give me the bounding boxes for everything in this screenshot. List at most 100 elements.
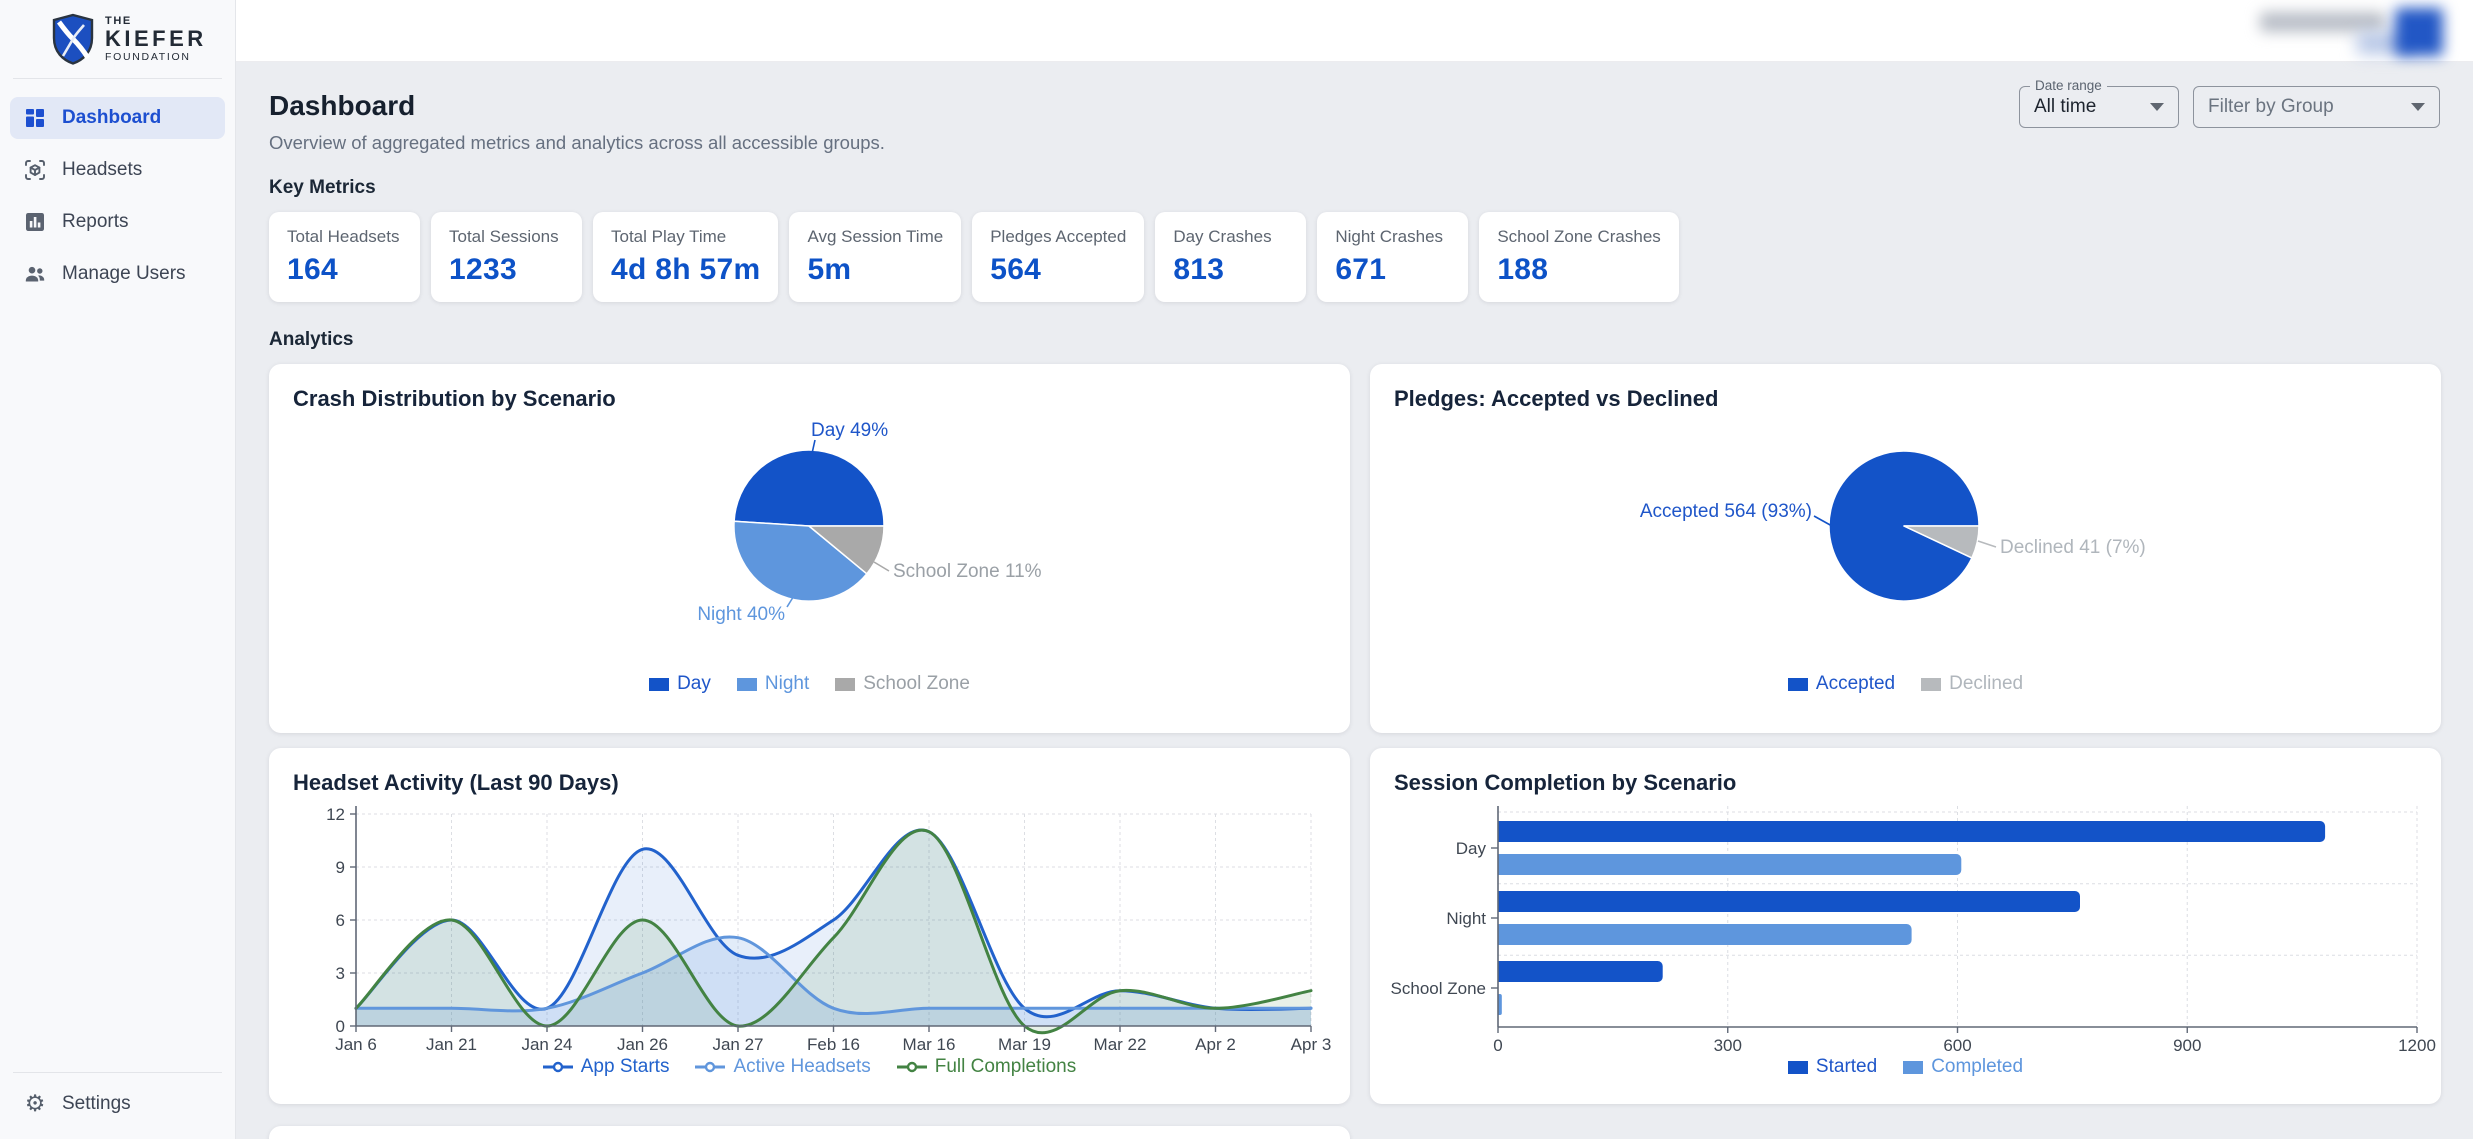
legend-label: Full Completions bbox=[935, 1056, 1077, 1078]
legend-label: Completed bbox=[1931, 1056, 2023, 1078]
crash-distribution-pie-chart: Day 49%Night 40%School Zone 11% bbox=[293, 414, 1326, 669]
pledges-pie-chart: Accepted 564 (93%) Declined 41 (7%) bbox=[1394, 414, 2417, 669]
svg-text:9: 9 bbox=[336, 858, 345, 877]
svg-text:Night: Night bbox=[1446, 909, 1486, 928]
chart-title: Session Completion by Scenario bbox=[1394, 770, 2417, 796]
svg-text:300: 300 bbox=[1714, 1036, 1742, 1055]
legend-label: Active Headsets bbox=[733, 1056, 870, 1078]
group-filter-placeholder: Filter by Group bbox=[2208, 96, 2334, 118]
legend-item-accepted[interactable]: Accepted bbox=[1788, 673, 1895, 695]
svg-text:600: 600 bbox=[1943, 1036, 1971, 1055]
session-completion-card: Session Completion by Scenario DayNightS… bbox=[1370, 748, 2441, 1104]
legend-item-night[interactable]: Night bbox=[737, 673, 809, 695]
session-completion-legend: Started Completed bbox=[1394, 1056, 2417, 1078]
legend-swatch-icon bbox=[1788, 1061, 1808, 1074]
date-range-label: Date range bbox=[2030, 78, 2107, 93]
line-marker-icon bbox=[695, 1060, 725, 1074]
sidebar-nav: Dashboard Headsets bbox=[0, 97, 235, 295]
key-metrics-row: Total Headsets 164 Total Sessions 1233 T… bbox=[269, 212, 2440, 302]
svg-text:Apr 2: Apr 2 bbox=[1195, 1035, 1236, 1054]
brand-line-foundation: FOUNDATION bbox=[105, 51, 207, 63]
dashboard-grid-icon bbox=[23, 106, 47, 130]
chevron-down-icon bbox=[2411, 103, 2425, 111]
crash-distribution-legend: Day Night School Zone bbox=[293, 673, 1326, 695]
legend-label: Declined bbox=[1949, 673, 2023, 695]
sidebar-item-label: Headsets bbox=[62, 159, 142, 181]
svg-text:Jan 26: Jan 26 bbox=[617, 1035, 668, 1054]
sidebar-footer-divider bbox=[13, 1072, 222, 1073]
metric-card-total-play-time: Total Play Time 4d 8h 57m bbox=[593, 212, 778, 302]
svg-text:Jan 24: Jan 24 bbox=[521, 1035, 572, 1054]
legend-item-declined[interactable]: Declined bbox=[1921, 673, 2023, 695]
brand-line-kiefer: KIEFER bbox=[105, 27, 207, 50]
sidebar-item-settings[interactable]: ⚙ Settings bbox=[10, 1083, 225, 1125]
brand-logo: THE KIEFER FOUNDATION bbox=[0, 0, 235, 78]
metric-card-total-headsets: Total Headsets 164 bbox=[269, 212, 420, 302]
partial-card bbox=[269, 1126, 1350, 1139]
legend-label: Accepted bbox=[1816, 673, 1895, 695]
svg-text:0: 0 bbox=[1493, 1036, 1502, 1055]
session-completion-bar-chart: DayNightSchool Zone03006009001200 bbox=[1394, 798, 2417, 1052]
headset-activity-legend: App Starts Active Headsets Full Completion… bbox=[293, 1056, 1326, 1078]
sidebar-item-label: Dashboard bbox=[62, 107, 161, 129]
blurred-username bbox=[2260, 12, 2385, 32]
legend-swatch-icon bbox=[1903, 1061, 1923, 1074]
filter-controls: Date range All time Filter by Group bbox=[2019, 86, 2440, 128]
legend-item-app-starts[interactable]: App Starts bbox=[543, 1056, 670, 1078]
top-bar bbox=[236, 0, 2473, 62]
page-subtitle: Overview of aggregated metrics and analy… bbox=[269, 132, 2440, 154]
svg-text:Day 49%: Day 49% bbox=[811, 420, 888, 441]
user-account-blurred[interactable] bbox=[2252, 6, 2447, 58]
svg-text:Jan 27: Jan 27 bbox=[712, 1035, 763, 1054]
svg-text:Accepted 564 (93%): Accepted 564 (93%) bbox=[1640, 501, 1812, 522]
main-content: Dashboard Overview of aggregated metrics… bbox=[236, 62, 2473, 1139]
headset-activity-line-chart: 036912Jan 6Jan 21Jan 24Jan 26Jan 27Feb 1… bbox=[293, 798, 1326, 1052]
sidebar-item-manage-users[interactable]: Manage Users bbox=[10, 253, 225, 295]
legend-swatch-icon bbox=[737, 678, 757, 691]
date-range-value: All time bbox=[2034, 96, 2096, 118]
sidebar-footer: ⚙ Settings bbox=[0, 1072, 235, 1139]
date-range-select[interactable]: Date range All time bbox=[2019, 86, 2179, 128]
legend-label: Night bbox=[765, 673, 809, 695]
users-icon bbox=[23, 262, 47, 286]
svg-text:Mar 19: Mar 19 bbox=[998, 1035, 1051, 1054]
pledges-card: Pledges: Accepted vs Declined Accepted 5… bbox=[1370, 364, 2441, 733]
legend-item-active-headsets[interactable]: Active Headsets bbox=[695, 1056, 870, 1078]
legend-item-school-zone[interactable]: School Zone bbox=[835, 673, 970, 695]
sidebar-item-dashboard[interactable]: Dashboard bbox=[10, 97, 225, 139]
chart-title: Crash Distribution by Scenario bbox=[293, 386, 1326, 412]
svg-text:0: 0 bbox=[336, 1017, 345, 1036]
sidebar: THE KIEFER FOUNDATION Dashboard bbox=[0, 0, 236, 1139]
key-metrics-heading: Key Metrics bbox=[269, 177, 2440, 199]
svg-text:Declined 41 (7%): Declined 41 (7%) bbox=[2000, 537, 2146, 558]
svg-text:Mar 22: Mar 22 bbox=[1094, 1035, 1147, 1054]
pledges-legend: Accepted Declined bbox=[1394, 673, 2417, 695]
metric-card-night-crashes: Night Crashes 671 bbox=[1317, 212, 1468, 302]
sidebar-item-label: Manage Users bbox=[62, 263, 186, 285]
legend-swatch-icon bbox=[835, 678, 855, 691]
metric-card-total-sessions: Total Sessions 1233 bbox=[431, 212, 582, 302]
metric-card-school-zone-crashes: School Zone Crashes 188 bbox=[1479, 212, 1678, 302]
svg-text:Night 40%: Night 40% bbox=[697, 604, 785, 625]
legend-item-day[interactable]: Day bbox=[649, 673, 711, 695]
legend-swatch-icon bbox=[1788, 678, 1808, 691]
crash-distribution-card: Crash Distribution by Scenario Day 49% Ni… bbox=[269, 364, 1350, 733]
sidebar-item-reports[interactable]: Reports bbox=[10, 201, 225, 243]
sidebar-item-headsets[interactable]: Headsets bbox=[10, 149, 225, 191]
metric-card-pledges-accepted: Pledges Accepted 564 bbox=[972, 212, 1144, 302]
analytics-heading: Analytics bbox=[269, 329, 2440, 351]
svg-text:Mar 16: Mar 16 bbox=[903, 1035, 956, 1054]
group-filter-select[interactable]: Filter by Group bbox=[2193, 86, 2440, 128]
metric-card-day-crashes: Day Crashes 813 bbox=[1155, 212, 1306, 302]
legend-label: Started bbox=[1816, 1056, 1877, 1078]
svg-text:Jan 6: Jan 6 bbox=[335, 1035, 377, 1054]
analytics-grid: Crash Distribution by Scenario Day 49% Ni… bbox=[269, 364, 2440, 1104]
gear-icon: ⚙ bbox=[23, 1092, 47, 1116]
page-header: Dashboard Overview of aggregated metrics… bbox=[269, 62, 2440, 154]
legend-item-full-completions[interactable]: Full Completions bbox=[897, 1056, 1077, 1078]
metric-card-avg-session-time: Avg Session Time 5m bbox=[789, 212, 961, 302]
svg-text:School Zone: School Zone bbox=[1391, 979, 1486, 998]
legend-label: App Starts bbox=[581, 1056, 670, 1078]
legend-item-completed[interactable]: Completed bbox=[1903, 1056, 2023, 1078]
legend-item-started[interactable]: Started bbox=[1788, 1056, 1877, 1078]
